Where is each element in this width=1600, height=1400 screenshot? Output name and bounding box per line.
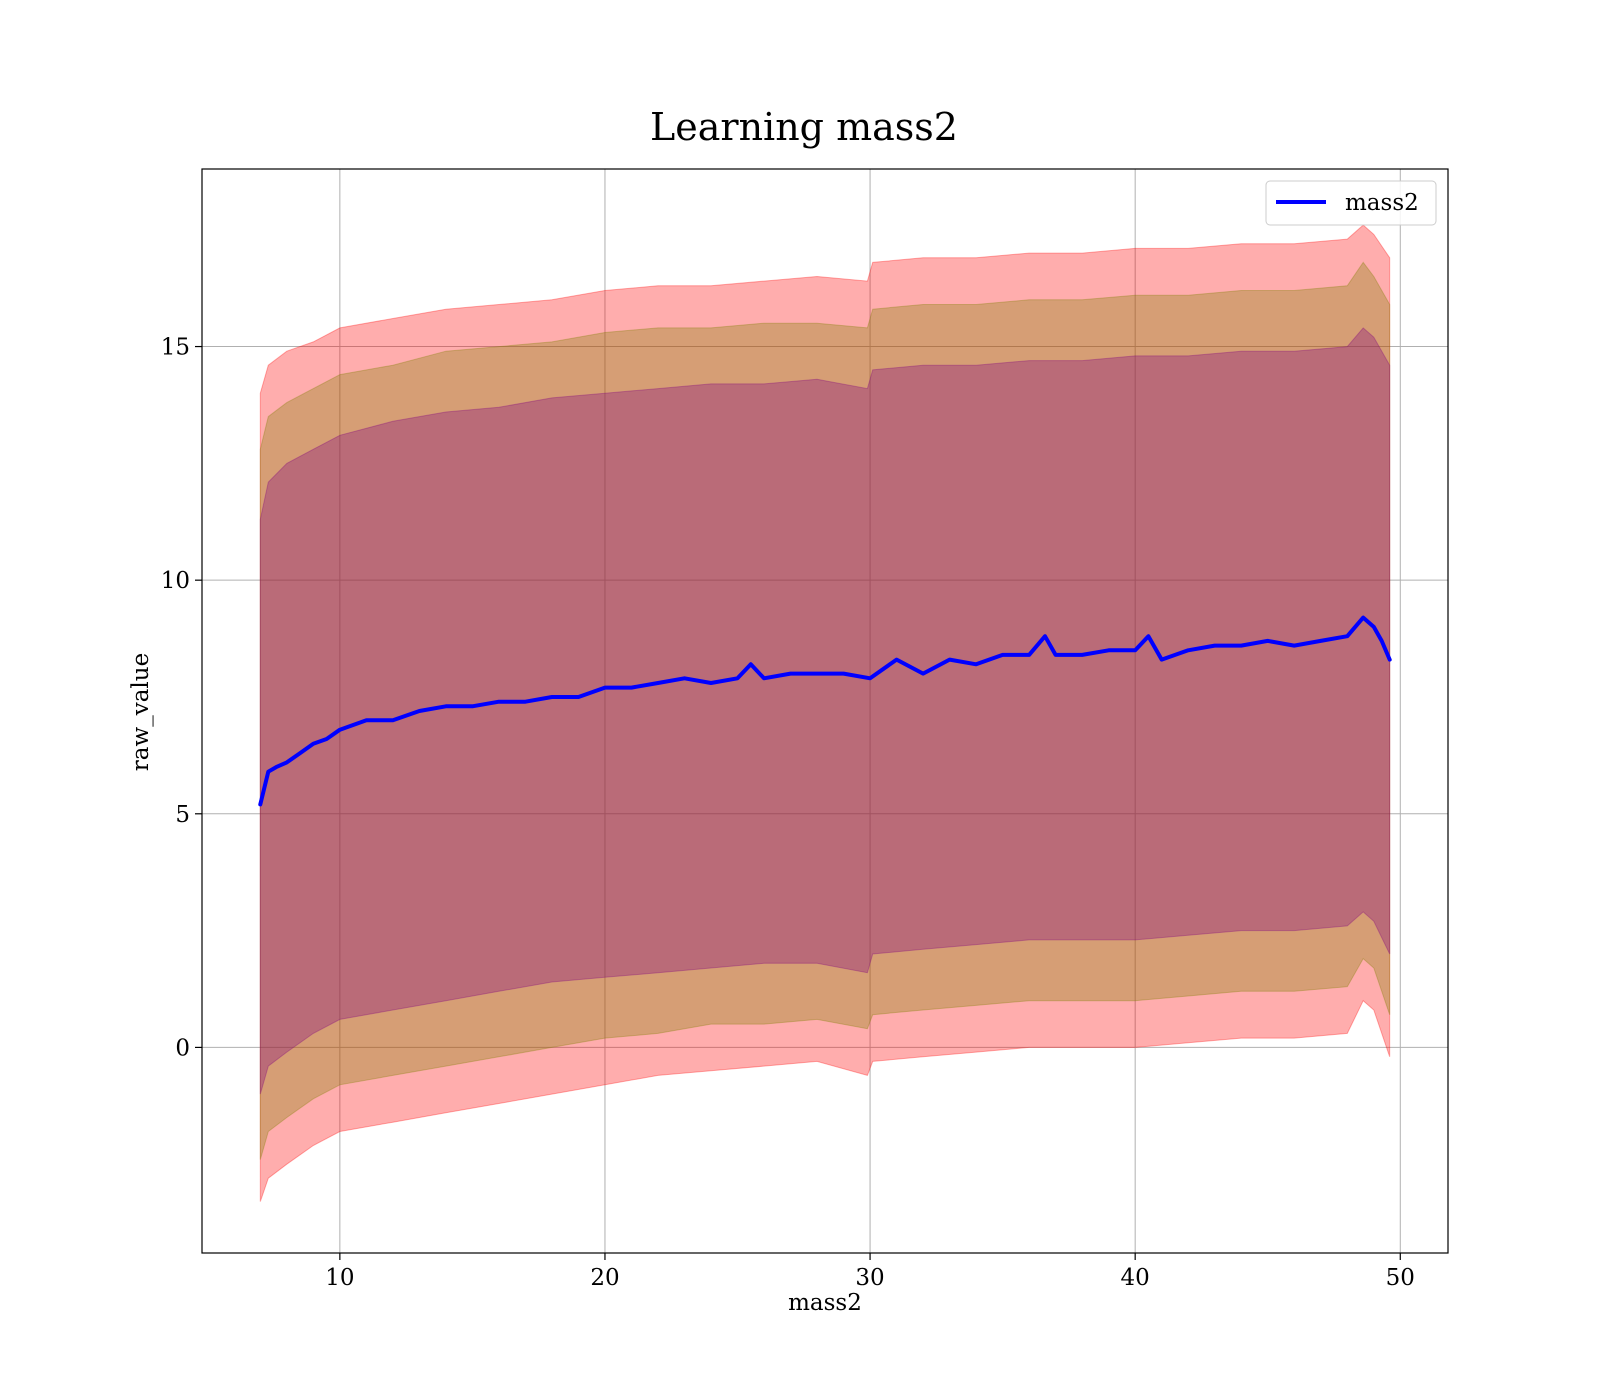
confidence-bands [259,224,1391,1202]
legend: mass2 [1265,180,1437,226]
band-3 [259,327,1391,1095]
y-tick-label: 5 [175,802,190,828]
x-tick-label: 40 [1121,1265,1150,1291]
y-tick-label: 0 [175,1035,190,1061]
x-axis-label: mass2 [788,1290,862,1316]
x-tick-label: 30 [855,1265,884,1291]
chart-title: Learning mass2 [650,105,958,149]
legend-label-mass2: mass2 [1345,190,1419,216]
grid [202,169,1448,1253]
x-tick-label: 10 [325,1265,354,1291]
axis-ticks: 10 20 30 40 50 0 5 10 15 [161,335,1415,1291]
x-tick-label: 50 [1386,1265,1415,1291]
plot-frame [201,168,1449,1254]
y-axis-label: raw_value [128,653,154,771]
band-1 [259,224,1391,1202]
y-tick-label: 10 [161,568,190,594]
band-2 [259,261,1391,1160]
series-line-mass2 [258,615,1392,807]
y-tick-label: 15 [161,335,190,361]
x-tick-label: 20 [590,1265,619,1291]
legend-box [1265,180,1437,226]
series-lines [258,615,1392,807]
